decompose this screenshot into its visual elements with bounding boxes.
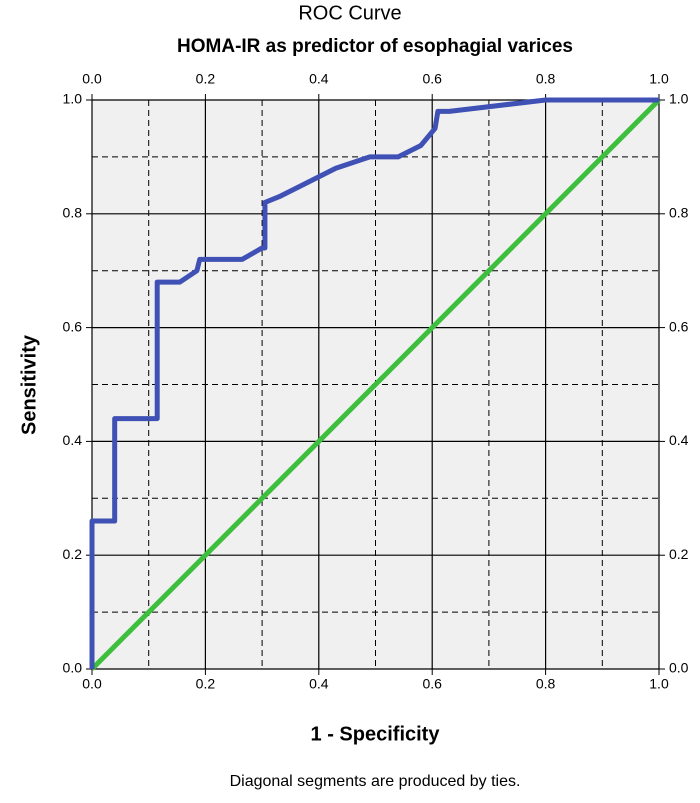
x-tick-label-top: 1.0 (649, 71, 669, 87)
x-tick-label: 1.0 (649, 676, 669, 692)
x-tick-label-top: 0.4 (309, 71, 329, 87)
x-tick-label: 0.2 (196, 676, 216, 692)
x-tick-label: 0.6 (422, 676, 442, 692)
roc-line (90, 98, 661, 671)
y-tick-label-right: 0.4 (669, 432, 689, 448)
chart-subtitle: HOMA-IR as predictor of esophagial varic… (177, 36, 573, 57)
y-axis-label: Sensitivity (18, 334, 40, 435)
y-tick-label-right: 1.0 (669, 91, 689, 107)
y-tick-label-right: 0.0 (669, 660, 689, 676)
x-tick-label: 0.8 (536, 676, 556, 692)
roc-line (89, 97, 659, 669)
y-tick-label-right: 0.6 (669, 318, 689, 334)
y-tick-label: 0.8 (63, 205, 83, 221)
y-tick-label: 0.6 (63, 318, 83, 334)
x-tick-label-top: 0.0 (82, 71, 102, 87)
footnote: Diagonal segments are produced by ties. (230, 773, 521, 790)
y-tick-label-right: 0.8 (669, 205, 689, 221)
x-tick-label: 0.4 (309, 676, 329, 692)
y-tick-label: 0.0 (63, 660, 83, 676)
y-tick-label: 1.0 (63, 91, 83, 107)
x-tick-label-top: 0.2 (196, 71, 216, 87)
x-tick-label: 0.0 (82, 676, 102, 692)
x-tick-label-top: 0.6 (422, 71, 442, 87)
x-axis-label: 1 - Specificity (311, 723, 441, 745)
y-tick-label-right: 0.2 (669, 546, 689, 562)
x-tick-label-top: 0.8 (536, 71, 556, 87)
plot-border (91, 99, 660, 670)
chart-title: ROC Curve (298, 2, 401, 24)
y-tick-label: 0.2 (63, 546, 83, 562)
y-tick-label: 0.4 (63, 432, 83, 448)
